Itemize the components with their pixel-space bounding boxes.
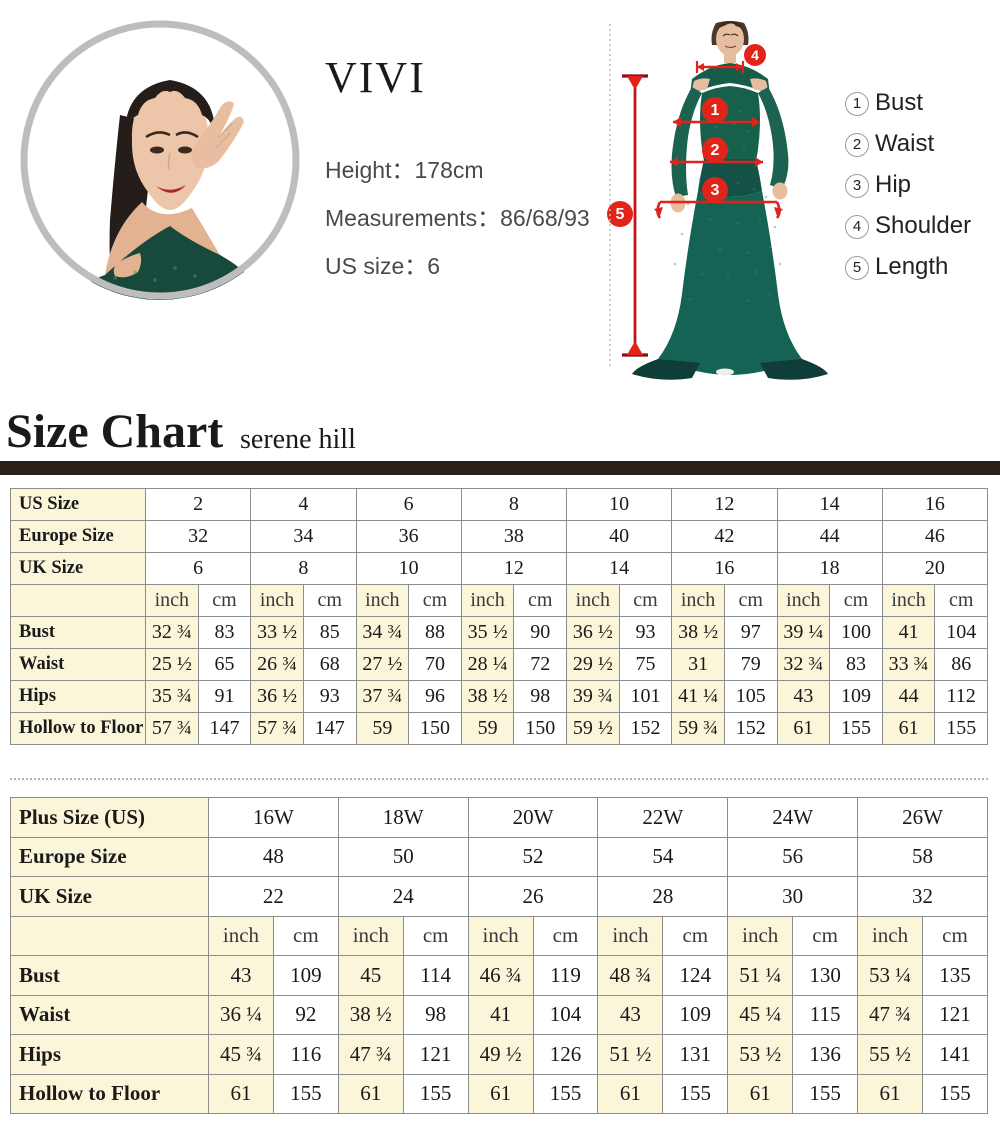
svg-text:5: 5 <box>616 206 625 223</box>
svg-text:4: 4 <box>751 47 759 63</box>
svg-text:2: 2 <box>711 142 720 159</box>
svg-text:1: 1 <box>711 102 720 119</box>
svg-text:3: 3 <box>711 182 720 199</box>
